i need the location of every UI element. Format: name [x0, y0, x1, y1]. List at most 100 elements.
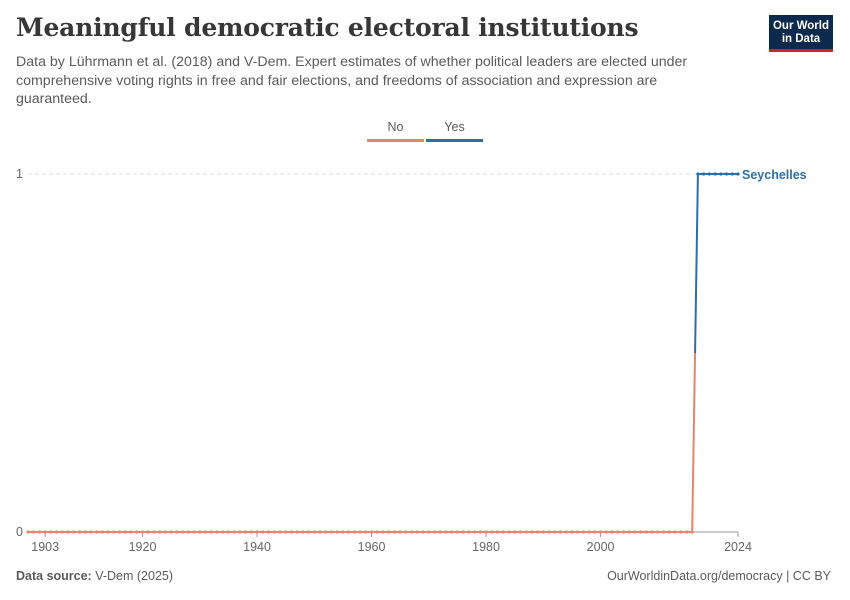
data-point-no [570, 530, 574, 534]
owid-logo[interactable]: Our World in Data [769, 15, 833, 52]
data-point-no [415, 530, 419, 534]
data-point-no [135, 530, 139, 534]
data-point-no [444, 530, 448, 534]
data-point-yes [724, 172, 729, 176]
logo-line-2: in Data [781, 32, 821, 45]
legend-label-yes: Yes [444, 120, 464, 134]
data-point-no [684, 530, 689, 534]
data-point-no [398, 530, 402, 534]
data-point-no [656, 530, 660, 534]
data-point-no [312, 530, 316, 534]
data-point-no [106, 530, 110, 534]
data-point-no [146, 530, 150, 534]
data-point-no [324, 530, 328, 534]
x-tick-label-2024: 2024 [724, 540, 752, 554]
data-point-yes [702, 172, 706, 176]
data-point-no [243, 530, 248, 534]
data-point-no [306, 530, 311, 534]
data-point-no [198, 530, 202, 534]
data-point-yes [736, 172, 740, 176]
logo-line-1: Our World [772, 20, 829, 32]
data-point-no [616, 530, 620, 534]
data-point-no [89, 530, 93, 534]
data-point-no [329, 530, 334, 534]
data-point-no [152, 530, 156, 534]
series-label-seychelles: Seychelles [742, 168, 807, 182]
data-point-no [55, 530, 59, 534]
data-point-no [587, 530, 591, 534]
y-tick-label-1: 1 [16, 167, 23, 181]
data-point-no [621, 530, 626, 534]
data-point-no [318, 530, 322, 534]
data-point-no [72, 530, 76, 534]
chart-title: Meaningful democratic electoral institut… [16, 13, 639, 42]
data-point-no [501, 530, 505, 534]
data-point-no [690, 530, 694, 534]
data-point-no [232, 530, 236, 534]
legend-swatch-no [367, 139, 424, 142]
data-point-no [432, 530, 437, 534]
data-point-no [547, 530, 551, 534]
data-point-no [295, 530, 299, 534]
data-point-no [261, 530, 265, 534]
data-point-no [272, 530, 276, 534]
data-point-no [158, 530, 162, 534]
data-point-no [518, 530, 523, 534]
data-point-no [49, 530, 53, 534]
data-point-no [461, 530, 465, 534]
data-point-no [473, 530, 477, 534]
data-source: Data source: V-Dem (2025) [16, 569, 173, 583]
data-point-no [175, 530, 179, 534]
data-point-no [513, 530, 517, 534]
data-point-yes [696, 172, 700, 176]
data-point-no [375, 530, 379, 534]
data-point-no [558, 530, 563, 534]
data-point-no [535, 530, 540, 534]
data-point-no [644, 530, 648, 534]
data-point-no [667, 530, 671, 534]
data-point-no [490, 530, 494, 534]
x-tick-label-1980: 1980 [472, 540, 500, 554]
data-point-no [95, 530, 99, 534]
data-point-no [347, 530, 351, 534]
data-source-label: Data source: [16, 569, 92, 583]
x-tick-label-1920: 1920 [129, 540, 157, 554]
data-point-no [633, 530, 637, 534]
series-line-no [28, 352, 697, 533]
data-point-no [180, 530, 185, 534]
data-point-no [226, 530, 231, 534]
data-point-no [381, 530, 385, 534]
data-point-no [576, 530, 580, 534]
data-point-no [661, 530, 666, 534]
data-point-no [421, 530, 425, 534]
data-point-no [673, 530, 677, 534]
data-point-no [564, 530, 568, 534]
data-point-no [530, 530, 534, 534]
data-point-no [118, 530, 122, 534]
data-point-no [467, 530, 471, 534]
data-point-no [495, 530, 500, 534]
data-point-no [266, 530, 271, 534]
data-point-no [593, 530, 597, 534]
footer-link[interactable]: OurWorldinData.org/democracy | CC BY [607, 569, 831, 583]
data-point-no [387, 530, 391, 534]
data-point-no [163, 530, 168, 534]
data-point-yes [730, 172, 734, 176]
data-point-no [123, 530, 127, 534]
data-point-no [186, 530, 190, 534]
data-point-no [679, 530, 683, 534]
data-point-no [369, 530, 374, 534]
data-point-no [140, 530, 145, 534]
data-point-no [478, 530, 482, 534]
data-point-yes [719, 172, 723, 176]
data-point-no [60, 530, 64, 534]
data-point-no [192, 530, 196, 534]
data-point-no [598, 530, 603, 534]
data-point-no [553, 530, 557, 534]
data-point-no [278, 530, 282, 534]
x-tick-label-1903: 1903 [31, 540, 59, 554]
data-point-no [438, 530, 442, 534]
data-point-no [364, 530, 368, 534]
y-tick-label-0: 0 [16, 525, 23, 539]
